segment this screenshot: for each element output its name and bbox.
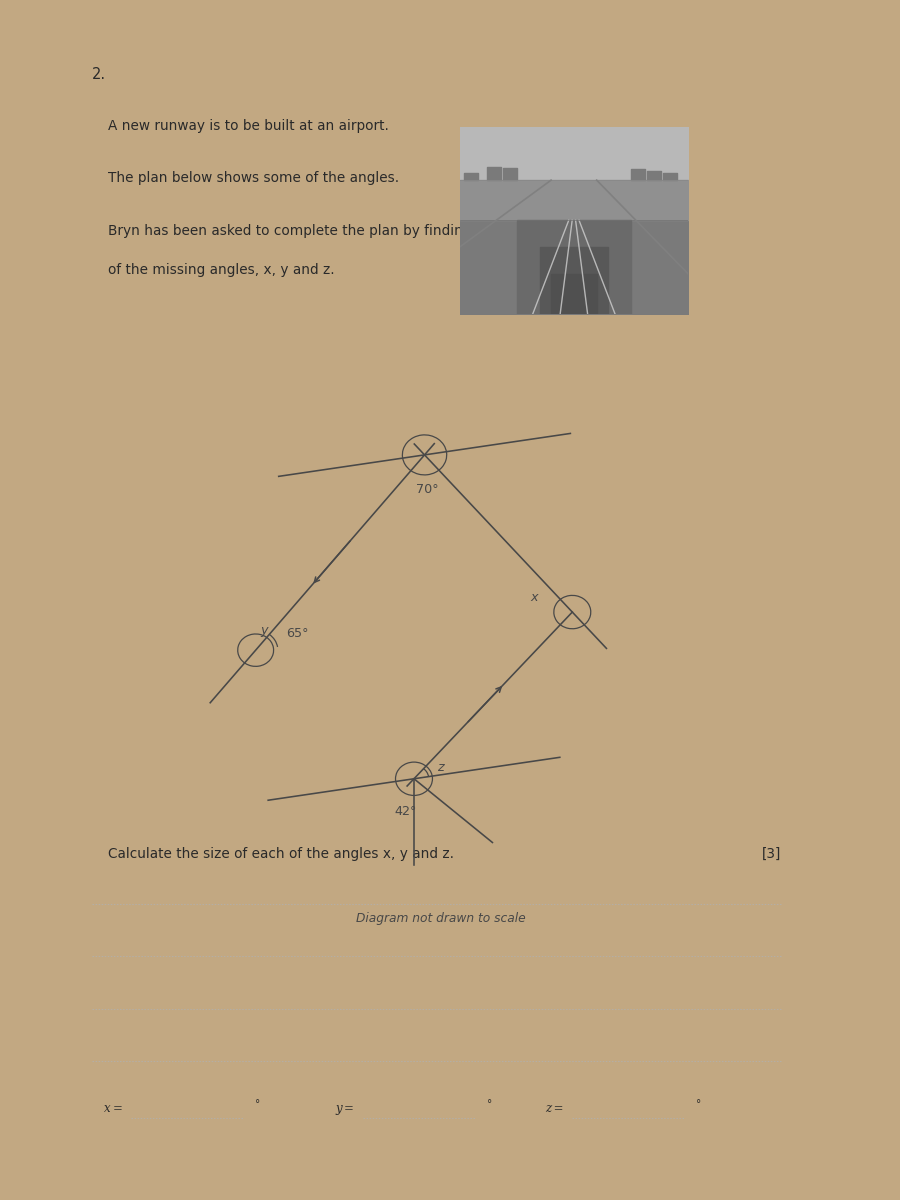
Text: The plan below shows some of the angles.: The plan below shows some of the angles. [108, 172, 399, 185]
Text: y =: y = [336, 1103, 355, 1116]
Polygon shape [551, 274, 597, 314]
Text: 70°: 70° [416, 482, 438, 496]
Text: 2.: 2. [92, 66, 106, 82]
Text: °: ° [255, 1099, 260, 1110]
Polygon shape [517, 221, 631, 314]
Polygon shape [540, 247, 608, 314]
Text: [3]: [3] [761, 847, 781, 862]
Text: 65°: 65° [286, 628, 309, 640]
Text: 42°: 42° [395, 805, 418, 818]
Text: z: z [437, 761, 444, 774]
Text: °: ° [487, 1099, 492, 1110]
Text: z =: z = [544, 1103, 563, 1116]
Text: °: ° [696, 1099, 701, 1110]
Text: Bryn has been asked to complete the plan by finding each: Bryn has been asked to complete the plan… [108, 223, 508, 238]
Text: of the missing angles, x, y and z.: of the missing angles, x, y and z. [108, 263, 334, 277]
Text: A new runway is to be built at an airport.: A new runway is to be built at an airpor… [108, 119, 389, 133]
Text: x: x [531, 592, 538, 605]
Text: x =: x = [104, 1103, 122, 1116]
Text: y: y [260, 624, 268, 637]
Text: Calculate the size of each of the angles x, y and z.: Calculate the size of each of the angles… [108, 847, 454, 862]
Text: Diagram not drawn to scale: Diagram not drawn to scale [356, 912, 526, 925]
